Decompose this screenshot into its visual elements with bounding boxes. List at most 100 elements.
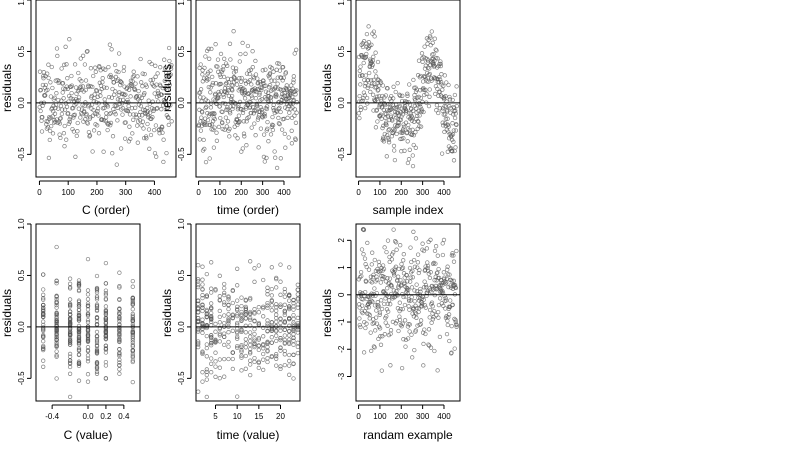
scatter-point: [376, 259, 382, 265]
scatter-point: [41, 343, 46, 349]
scatter-point: [69, 83, 75, 88]
scatter-point: [252, 279, 257, 284]
scatter-point: [130, 379, 135, 385]
scatter-point: [200, 282, 205, 287]
scatter-point: [420, 59, 425, 64]
scatter-point: [437, 334, 443, 340]
scatter-point: [196, 329, 201, 334]
scatter-points: [356, 227, 459, 373]
scatter-point: [87, 133, 93, 138]
scatter-point: [364, 296, 370, 302]
scatter-point: [451, 139, 456, 144]
scatter-point: [399, 324, 404, 329]
scatter-point: [243, 353, 248, 359]
scatter-point: [409, 285, 415, 290]
scatter-point: [58, 116, 63, 121]
scatter-point: [222, 86, 228, 91]
scatter-point: [446, 124, 451, 129]
scatter-point: [282, 362, 287, 368]
scatter-point: [165, 115, 171, 120]
scatter-point: [409, 118, 415, 123]
scatter-point: [54, 316, 59, 321]
scatter-point: [370, 62, 375, 67]
y-tick-label: -0.5: [17, 371, 26, 385]
scatter-point: [267, 75, 272, 80]
scatter-point: [374, 107, 380, 113]
scatter-point: [61, 131, 67, 136]
scatter-point: [274, 315, 279, 321]
scatter-point: [356, 277, 361, 282]
scatter-point: [130, 284, 135, 289]
scatter-point: [204, 394, 209, 400]
scatter-point: [387, 127, 392, 132]
scatter-point: [45, 71, 50, 76]
scatter-point: [435, 253, 440, 258]
scatter-point: [69, 73, 74, 79]
scatter-point: [432, 248, 438, 254]
scatter-point: [94, 369, 100, 374]
y-tick-label: -1: [337, 318, 346, 326]
scatter-point: [415, 252, 421, 257]
scatter-point: [155, 105, 160, 111]
scatter-point: [378, 112, 383, 117]
scatter-point: [377, 326, 383, 331]
scatter-point: [153, 63, 158, 68]
scatter-point: [369, 298, 374, 303]
scatter-point: [117, 360, 122, 365]
scatter-point: [269, 78, 274, 83]
scatter-point: [265, 339, 270, 344]
y-tick-label: 1: [337, 265, 346, 270]
scatter-point: [414, 106, 419, 111]
scatter-point: [287, 337, 292, 342]
scatter-point: [150, 99, 155, 104]
scatter-point: [111, 80, 117, 85]
scatter-point: [135, 74, 140, 79]
scatter-point: [271, 105, 276, 111]
scatter-point: [226, 316, 231, 321]
scatter-point: [202, 146, 207, 152]
scatter-point: [73, 154, 78, 159]
scatter-point: [204, 104, 209, 109]
scatter-point: [75, 129, 80, 134]
scatter-point: [160, 85, 165, 91]
scatter-point: [217, 331, 222, 336]
y-tick-label: 1.0: [337, 0, 346, 6]
scatter-point: [410, 153, 415, 158]
scatter-point: [226, 312, 231, 317]
scatter-point: [252, 310, 257, 315]
scatter-point: [290, 94, 295, 99]
scatter-point: [200, 317, 205, 322]
scatter-point: [209, 340, 214, 346]
scatter-point: [55, 120, 60, 126]
scatter-point: [244, 71, 250, 76]
scatter-point: [39, 118, 44, 123]
scatter-point: [248, 110, 254, 116]
scatter-point: [213, 321, 218, 327]
scatter-point: [62, 107, 68, 112]
scatter-point: [388, 363, 393, 368]
scatter-point: [358, 82, 363, 87]
scatter-point: [235, 329, 240, 334]
scatter-point: [46, 62, 51, 67]
scatter-point: [46, 155, 52, 161]
scatter-point: [369, 42, 374, 47]
scatter-point: [122, 136, 128, 141]
scatter-point: [440, 87, 445, 92]
scatter-point: [423, 74, 428, 79]
scatter-point: [67, 117, 72, 122]
scatter-point: [245, 43, 251, 49]
scatter-point: [94, 333, 100, 339]
scatter-point: [239, 327, 244, 332]
scatter-point: [397, 317, 403, 323]
scatter-point: [261, 357, 266, 362]
scatter-point: [130, 336, 135, 341]
scatter-point: [263, 67, 268, 72]
scatter-point: [214, 101, 219, 106]
scatter-point: [116, 51, 122, 56]
scatter-point: [291, 322, 296, 327]
scatter-point: [402, 148, 407, 153]
scatter-point: [273, 155, 278, 160]
scatter-point: [371, 344, 377, 349]
scatter-point: [130, 343, 135, 348]
scatter-point: [196, 122, 202, 127]
